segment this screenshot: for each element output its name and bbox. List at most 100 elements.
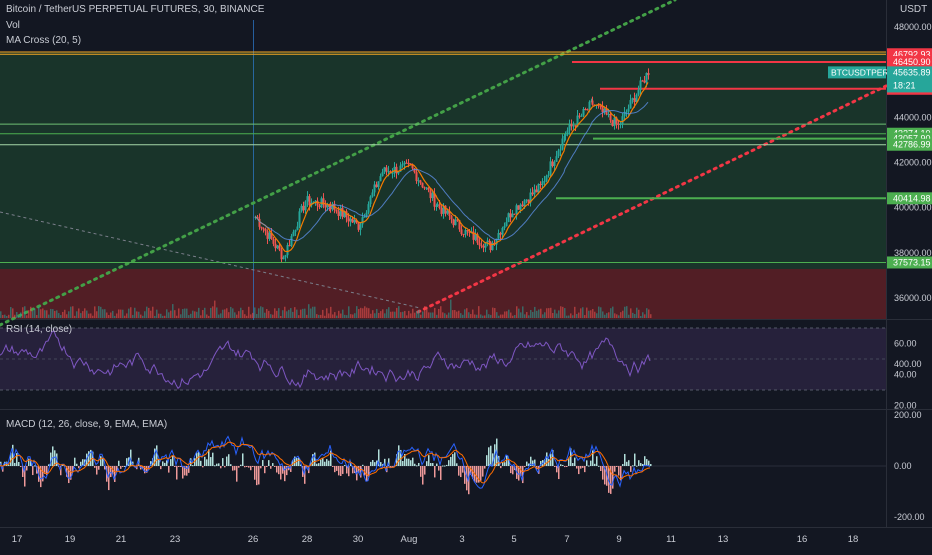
candle-body <box>341 207 344 218</box>
volume-bar <box>406 315 408 318</box>
candle-body <box>557 150 560 157</box>
candle-body <box>389 171 392 173</box>
volume-bar <box>226 308 228 318</box>
volume-bar <box>422 311 424 318</box>
price-series[interactable] <box>254 68 650 263</box>
candle-body <box>623 112 626 117</box>
candle-body <box>503 226 506 228</box>
macd-histogram-bar <box>310 461 312 466</box>
volume-bar <box>240 307 242 318</box>
macd-histogram-bar <box>62 464 64 466</box>
candle-body <box>421 182 424 188</box>
volume-bar <box>302 308 304 318</box>
chart-title[interactable]: Bitcoin / TetherUS PERPETUAL FUTURES, 30… <box>6 4 265 15</box>
macd-histogram-bar <box>250 466 252 471</box>
volume-bar <box>142 315 144 318</box>
candle-body <box>411 164 414 169</box>
macd-histogram-bar <box>164 462 166 466</box>
candle-body <box>292 231 295 237</box>
macd-histogram-bar <box>614 466 616 472</box>
candle-body <box>373 184 376 193</box>
volume-bar <box>446 314 448 318</box>
level-price-label: 40414.98 <box>893 193 931 203</box>
level-price-tag[interactable] <box>887 55 932 68</box>
macd-histogram-bar <box>160 466 162 470</box>
symbol-tag[interactable] <box>828 66 886 79</box>
macd-histogram-bar <box>74 457 76 466</box>
rsi-legend[interactable]: RSI (14, close) <box>6 324 73 335</box>
macd-histogram-bar <box>154 448 156 466</box>
macd-histogram-bar <box>462 466 464 473</box>
macd-histogram-bar <box>636 465 638 467</box>
volume-bar <box>348 306 350 318</box>
volume-legend[interactable]: Vol <box>6 20 20 31</box>
volume-bar <box>616 314 618 318</box>
macd-legend[interactable]: MACD (12, 26, close, 9, EMA, EMA) <box>6 419 168 430</box>
macd-histogram-bar <box>590 460 592 466</box>
volume-bar <box>136 311 138 318</box>
macd-histogram-bar <box>14 462 16 466</box>
volume-bar <box>506 311 508 318</box>
candle-body <box>627 108 630 112</box>
current-price-tag[interactable] <box>887 66 932 93</box>
candle-body <box>564 134 567 136</box>
candle-body <box>454 219 457 226</box>
volume-bar <box>592 308 594 318</box>
macd-histogram-bar <box>210 457 212 466</box>
macd-histogram-bar <box>564 466 566 468</box>
level-lines[interactable]: 46792.9346450.9045264.9043274.1043057.90… <box>0 48 932 269</box>
volume-bar <box>646 308 648 318</box>
volume-bar <box>62 311 64 318</box>
macd-histogram-bar <box>586 460 588 466</box>
volume-bar <box>268 310 270 318</box>
candle-body <box>407 162 410 164</box>
macd-tick-label: 0.00 <box>894 461 912 471</box>
candle-body <box>523 200 526 207</box>
candle-body <box>369 196 372 205</box>
volume-bar <box>168 312 170 318</box>
volume-bar <box>362 308 364 318</box>
volume-bar <box>420 314 422 318</box>
candle-body <box>306 196 309 202</box>
level-price-tag[interactable] <box>887 192 932 205</box>
volume-bar <box>434 307 436 318</box>
level-price-tag[interactable] <box>887 256 932 269</box>
level-price-label: 43057.90 <box>893 134 931 144</box>
candle-body <box>515 205 518 214</box>
macd-histogram-bar <box>222 458 224 466</box>
volume-bar <box>118 309 120 318</box>
macd-histogram-bar <box>238 466 240 468</box>
macd-histogram-bar <box>166 460 168 466</box>
macd-histogram-bar <box>468 466 470 495</box>
candle-body <box>568 124 571 131</box>
volume-bar <box>612 306 614 318</box>
volume-bar <box>350 314 352 318</box>
macd-histogram-bar <box>626 461 628 466</box>
macd-histogram-bar <box>464 466 466 484</box>
candle-body <box>609 113 612 121</box>
ma-cross-legend[interactable]: MA Cross (20, 5) <box>6 35 82 46</box>
candle-body <box>476 234 479 243</box>
volume-bar <box>288 309 290 318</box>
volume-bars <box>0 299 652 318</box>
volume-bar <box>32 310 34 318</box>
macd-tick-label: 400.00 <box>894 359 922 369</box>
volume-bar <box>500 314 502 318</box>
volume-bar <box>440 306 442 318</box>
volume-bar <box>342 309 344 318</box>
volume-bar <box>284 306 286 318</box>
time-axis[interactable]: 17 19 21 23 26 28 30 Aug 3 5 7 9 11 13 16 18 <box>12 534 859 545</box>
level-price-tag[interactable] <box>887 138 932 151</box>
macd-histogram-bar <box>348 466 350 477</box>
candle-body <box>367 204 370 213</box>
candle-body <box>647 72 650 76</box>
volume-bar <box>146 306 148 318</box>
volume-bar <box>84 308 86 318</box>
volume-bar <box>120 309 122 318</box>
time-tick-label: 19 <box>65 534 76 545</box>
macd-histogram-bar <box>540 460 542 466</box>
candle-body <box>282 257 285 260</box>
volume-bar <box>490 314 492 318</box>
